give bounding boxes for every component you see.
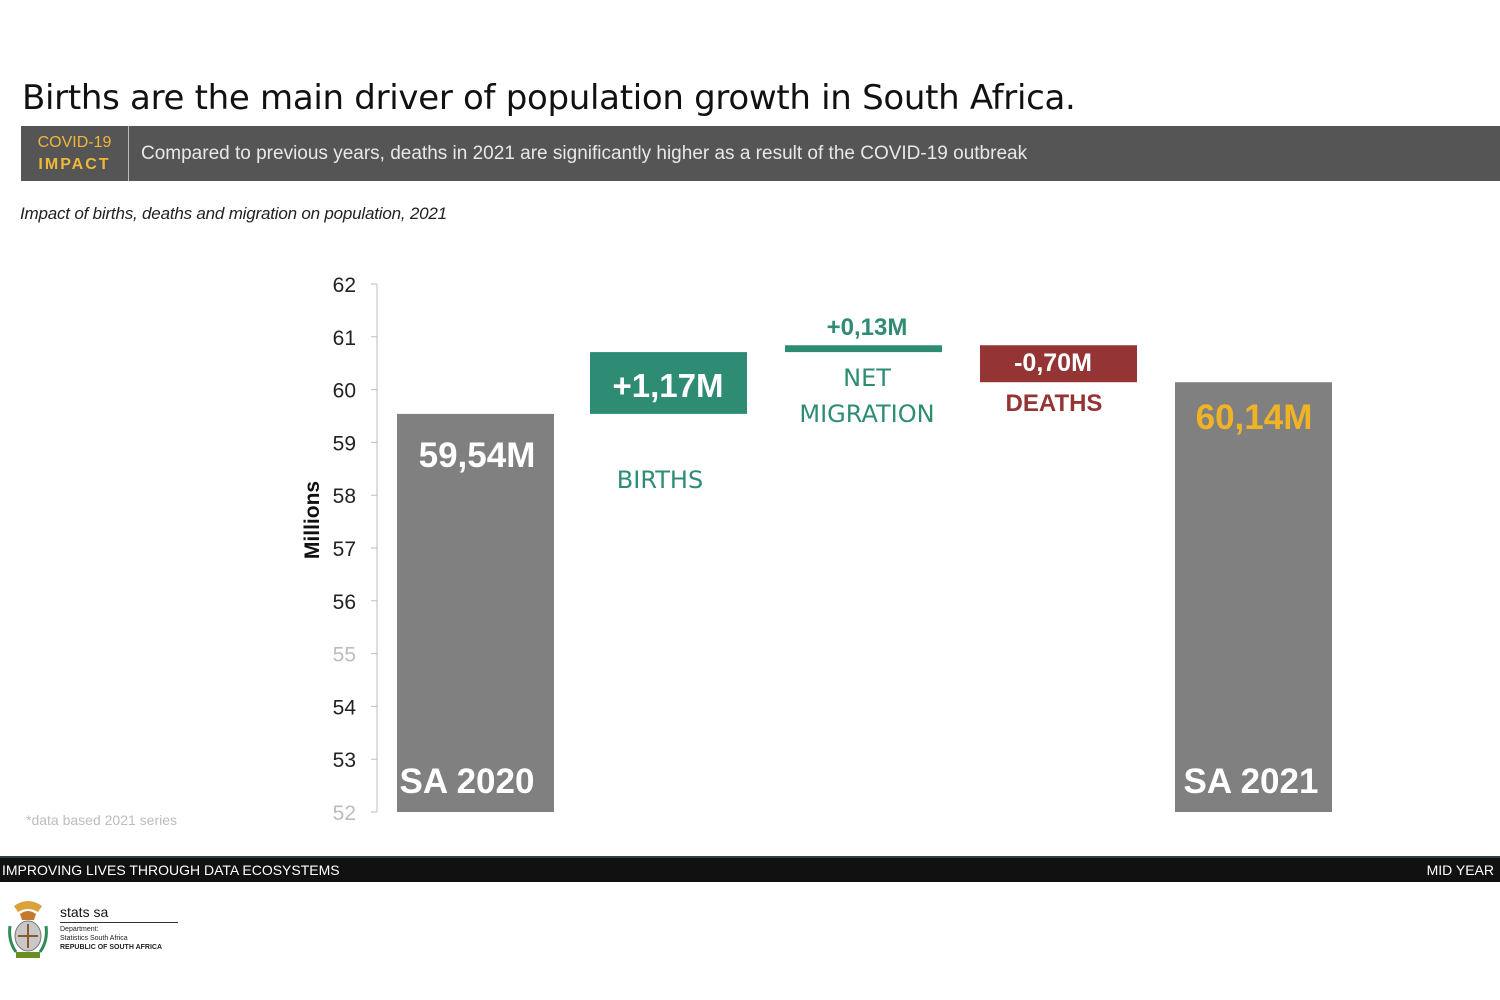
tag-line-2: IMPACT: [38, 155, 111, 173]
value-label-sa-2020: 59,54M: [419, 436, 536, 475]
bar-deaths: [980, 345, 1137, 383]
y-tick-label: 52: [333, 802, 356, 825]
value-label-sa-2021: 60,14M: [1196, 398, 1313, 437]
y-tick-label: 57: [333, 538, 356, 561]
y-tick-label: 61: [333, 327, 356, 350]
value-label-deaths: -0,70M: [1014, 349, 1092, 377]
footer-bar: IMPROVING LIVES THROUGH DATA ECOSYSTEMS …: [0, 856, 1500, 882]
y-tick-label: 56: [333, 591, 356, 614]
brand-text: stats sa Department: Statistics South Af…: [60, 904, 178, 952]
category-label-births: BIRTHS: [617, 466, 703, 494]
category-label-deaths: DEATHS: [1006, 390, 1103, 417]
brand-name: stats sa: [60, 904, 178, 923]
category-label-sa-2020: SA 2020: [400, 762, 535, 801]
y-tick-label: 58: [333, 485, 356, 508]
y-axis-title: Millions: [301, 481, 324, 559]
footnote: *data based 2021 series: [26, 812, 177, 828]
waterfall-chart: 62 61 60 59 58 57 56 55 54 53 52 Millions 59,54M SA 2…: [301, 274, 1332, 825]
covid-impact-banner: COVID-19 IMPACT Compared to previous yea…: [21, 126, 1500, 181]
stats-sa-logo: stats sa Department: Statistics South Af…: [6, 896, 178, 960]
bar-sa-2021: [1175, 382, 1332, 812]
category-label-sa-2021: SA 2021: [1184, 762, 1319, 801]
chart-subtitle: Impact of births, deaths and migration o…: [20, 204, 447, 223]
y-tick-label: 60: [333, 380, 356, 403]
covid-impact-tag: COVID-19 IMPACT: [21, 126, 129, 181]
y-tick-label: 54: [333, 696, 357, 719]
footer-report-name: MID YEAR: [1426, 862, 1494, 878]
footer-tagline: IMPROVING LIVES THROUGH DATA ECOSYSTEMS: [2, 862, 340, 878]
dept-line-2: Statistics South Africa: [60, 935, 128, 942]
bar-sa-2020: [397, 413, 554, 812]
tag-line-1: COVID-19: [37, 133, 112, 151]
bar-births: [590, 352, 747, 414]
y-tick-label: 59: [333, 432, 356, 455]
brand-department: Department: Statistics South Africa REPU…: [60, 925, 178, 952]
banner-message: Compared to previous years, deaths in 20…: [141, 142, 1028, 164]
dept-line-1: Department:: [60, 926, 99, 933]
page-title: Births are the main driver of population…: [22, 78, 1076, 118]
coat-of-arms-icon: [8, 901, 48, 958]
value-label-net-migration: +0,13M: [827, 314, 908, 341]
y-tick-label: 62: [333, 274, 356, 297]
bar-net-migration: [785, 345, 942, 353]
y-tick-label: 55: [333, 644, 356, 667]
value-label-births: +1,17M: [613, 367, 724, 404]
category-label-net-migration-line2: MIGRATION: [799, 400, 934, 428]
dept-line-3: REPUBLIC OF SOUTH AFRICA: [60, 944, 163, 951]
category-label-net-migration-line1: NET: [843, 364, 891, 392]
y-tick-label: 53: [333, 749, 356, 772]
